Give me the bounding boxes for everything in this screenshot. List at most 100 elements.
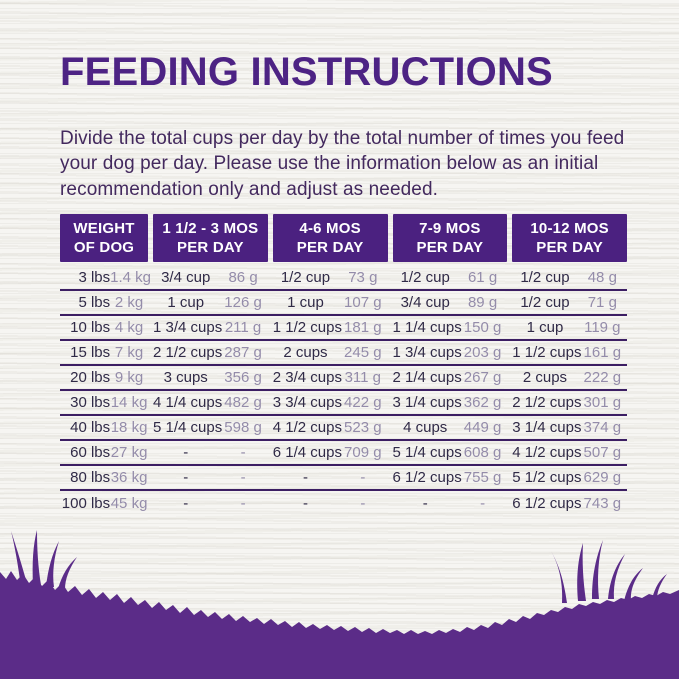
header-cell-7-9-mos: 7-9 MOS PER DAY [392, 214, 508, 263]
cups-value: 3 cups [163, 369, 208, 387]
cups-value: 5 1/2 cups [512, 469, 582, 487]
portion-cell-1-3-mos: 1 3/4 cups 211 g [153, 316, 268, 339]
portion-cell-7-9-mos: 4 cups 449 g [393, 416, 508, 439]
weight-cell: 10 lbs 4 kg [60, 316, 148, 339]
weight-lbs-value: 60 lbs [70, 444, 111, 462]
grams-value: 709 g [344, 444, 382, 462]
portion-cell-1-3-mos: 1 cup 126 g [153, 291, 268, 314]
weight-lbs-value: 80 lbs [70, 469, 111, 487]
portion-cell-1-3-mos: 3 cups 356 g [153, 366, 268, 389]
cups-value: 1/2 cup [400, 269, 450, 287]
grams-value: 61 g [467, 269, 498, 287]
header-line1: WEIGHT [73, 219, 135, 237]
portion-cell-10-12-mos: 2 cups 222 g [512, 366, 627, 389]
grams-value: 89 g [467, 294, 498, 312]
weight-kg-value: 14 kg [110, 394, 148, 412]
grams-value: 119 g [584, 319, 621, 337]
grams-value: 287 g [224, 344, 262, 362]
header-line1: 1 1/2 - 3 MOS [162, 219, 259, 237]
grams-value: 126 g [224, 294, 262, 312]
cups-value: 4 cups [403, 419, 448, 437]
grams-value: 743 g [583, 495, 622, 513]
portion-cell-10-12-mos: 4 1/2 cups 507 g [512, 441, 627, 464]
cups-value: - [422, 495, 428, 513]
cups-value: 4 1/4 cups [153, 394, 223, 412]
grams-value: 755 g [463, 469, 502, 487]
table-row: 100 lbs 45 kg - - - - - - 6 1/2 cups 743… [60, 491, 627, 516]
cups-value: 1 cup [167, 294, 205, 312]
portion-cell-1-3-mos: - - [153, 491, 268, 516]
grams-value: 362 g [463, 394, 502, 412]
cups-value: 3 1/4 cups [512, 419, 582, 437]
grams-value: 301 g [583, 394, 622, 412]
header-line2: PER DAY [416, 239, 484, 257]
header-cell-weight: WEIGHT OF DOG [60, 214, 148, 263]
portion-cell-10-12-mos: 5 1/2 cups 629 g [512, 466, 627, 489]
weight-cell: 40 lbs 18 kg [60, 416, 148, 439]
portion-cell-7-9-mos: - - [393, 491, 508, 516]
portion-cell-7-9-mos: 1/2 cup 61 g [393, 266, 508, 289]
portion-cell-10-12-mos: 3 1/4 cups 374 g [512, 416, 627, 439]
cups-value: - [183, 469, 189, 487]
table-row: 40 lbs 18 kg 5 1/4 cups 598 g 4 1/2 cups… [60, 416, 627, 442]
cups-value: 2 3/4 cups [272, 369, 342, 387]
weight-lbs-value: 100 lbs [61, 495, 111, 513]
weight-lbs-value: 15 lbs [70, 344, 111, 362]
weight-cell: 20 lbs 9 kg [60, 366, 148, 389]
header-cell-1-3-mos: 1 1/2 - 3 MOS PER DAY [153, 214, 268, 263]
portion-cell-4-6-mos: 1/2 cup 73 g [273, 266, 388, 289]
portion-cell-4-6-mos: 1 1/2 cups 181 g [273, 316, 388, 339]
cups-value: - [302, 495, 308, 513]
portion-cell-4-6-mos: - - [273, 491, 388, 516]
cups-value: 2 cups [283, 344, 328, 362]
weight-kg-value: 45 kg [110, 495, 148, 513]
table-row: 20 lbs 9 kg 3 cups 356 g 2 3/4 cups 311 … [60, 366, 627, 392]
grams-value: 523 g [344, 419, 382, 437]
header-cell-4-6-mos: 4-6 MOS PER DAY [272, 214, 388, 263]
header-line2: PER DAY [177, 239, 244, 257]
weight-cell: 5 lbs 2 kg [60, 291, 148, 314]
portion-cell-7-9-mos: 2 1/4 cups 267 g [393, 366, 508, 389]
weight-kg-value: 18 kg [110, 419, 148, 437]
cups-value: 1/2 cup [520, 269, 570, 287]
portion-cell-10-12-mos: 1 1/2 cups 161 g [512, 341, 627, 364]
grams-value: 150 g [463, 319, 502, 337]
weight-kg-value: 9 kg [114, 369, 144, 387]
grams-value: 507 g [583, 444, 622, 462]
header-line1: 10-12 MOS [530, 219, 609, 237]
grams-value: - [240, 495, 246, 513]
grams-value: 71 g [587, 294, 617, 312]
weight-kg-value: 36 kg [110, 469, 148, 487]
weight-cell: 80 lbs 36 kg [60, 466, 148, 489]
cups-value: 6 1/4 cups [272, 444, 342, 462]
portion-cell-10-12-mos: 1/2 cup 48 g [512, 266, 627, 289]
cups-value: - [183, 444, 189, 462]
cups-value: 2 1/4 cups [392, 369, 462, 387]
grams-value: 181 g [344, 319, 382, 337]
table-row: 5 lbs 2 kg 1 cup 126 g 1 cup 107 g 3/4 c… [60, 291, 627, 317]
header-line1: 4-6 MOS [299, 219, 361, 237]
cups-value: 3/4 cup [161, 269, 211, 287]
grams-value: 311 g [344, 369, 382, 387]
portion-cell-4-6-mos: 2 cups 245 g [273, 341, 388, 364]
table-row: 30 lbs 14 kg 4 1/4 cups 482 g 3 3/4 cups… [60, 391, 627, 417]
portion-cell-7-9-mos: 3/4 cup 89 g [393, 291, 508, 314]
grams-value: 449 g [463, 419, 502, 437]
cups-value: - [183, 495, 189, 513]
weight-kg-value: 4 kg [114, 319, 144, 337]
portion-cell-4-6-mos: 3 3/4 cups 422 g [273, 391, 388, 414]
header-line2: PER DAY [536, 239, 603, 257]
weight-lbs-value: 30 lbs [70, 394, 111, 412]
grams-value: 203 g [463, 344, 502, 362]
weight-cell: 60 lbs 27 kg [60, 441, 148, 464]
grams-value: - [240, 469, 246, 487]
grams-value: 211 g [224, 319, 262, 337]
cups-value: 6 1/2 cups [512, 495, 582, 513]
weight-lbs-value: 5 lbs [78, 294, 111, 312]
table-body: 3 lbs 1.4 kg 3/4 cup 86 g 1/2 cup 73 g 1… [60, 266, 627, 516]
portion-cell-1-3-mos: 2 1/2 cups 287 g [153, 341, 268, 364]
header-cell-10-12-mos: 10-12 MOS PER DAY [512, 214, 627, 263]
grams-value: 356 g [224, 369, 262, 387]
portion-cell-4-6-mos: 4 1/2 cups 523 g [273, 416, 388, 439]
cups-value: 1 3/4 cups [153, 319, 223, 337]
